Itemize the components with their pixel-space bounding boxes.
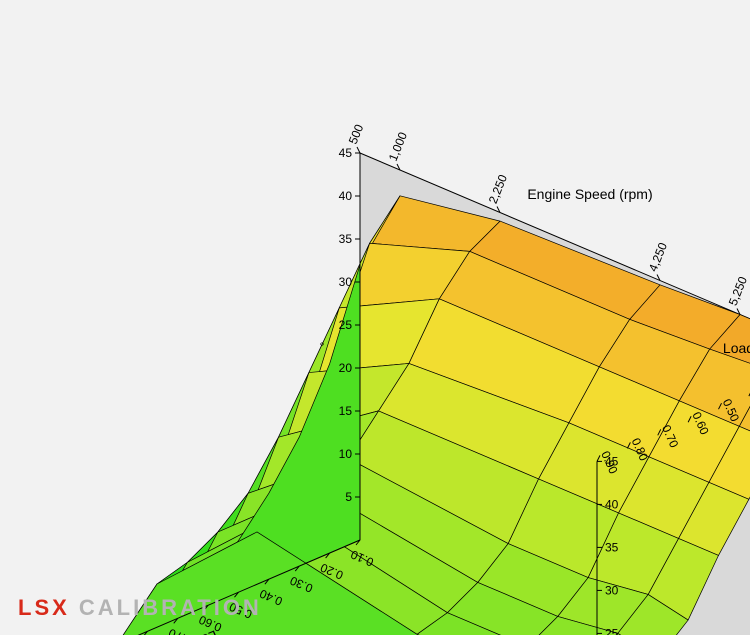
- z-tick-label-left: 40: [339, 189, 353, 203]
- surface-3d-chart: 5510101515202025253030353540404545°°5005…: [0, 0, 750, 635]
- z-tick-label-left: 20: [339, 361, 353, 375]
- z-axis-title-left: °: [320, 340, 325, 354]
- z-tick-label-right: 35: [605, 540, 619, 554]
- x-tick-label-top: 1,000: [386, 130, 410, 163]
- x-tick-label-top: 4,250: [646, 240, 670, 273]
- z-tick-label-left: 15: [339, 404, 353, 418]
- z-tick-label-left: 35: [339, 232, 353, 246]
- brand-logo-part2: CALIBRATION: [70, 595, 262, 620]
- chart-stage: { "chart": { "type": "surface3d", "width…: [0, 0, 750, 635]
- z-tick-label-right: 30: [605, 583, 619, 597]
- brand-logo-part1: LSX: [18, 595, 70, 620]
- x-tick-label-top: 2,250: [486, 172, 510, 205]
- z-tick-label-left: 45: [339, 146, 353, 160]
- brand-logo: LSX CALIBRATION: [18, 595, 262, 621]
- z-tick-label-left: 10: [339, 447, 353, 461]
- y-axis-title-top: Load: [723, 340, 750, 356]
- z-tick-label-left: 30: [339, 275, 353, 289]
- z-tick-label-left: 5: [345, 490, 352, 504]
- x-axis-title-top: Engine Speed (rpm): [527, 186, 652, 202]
- z-tick-label-left: 25: [339, 318, 353, 332]
- x-tick-label-top: 5,250: [726, 274, 750, 307]
- z-tick-label-right: 40: [605, 497, 619, 511]
- x-tick-label-top: 500: [346, 122, 367, 146]
- z-tick-label-right: 25: [605, 626, 619, 635]
